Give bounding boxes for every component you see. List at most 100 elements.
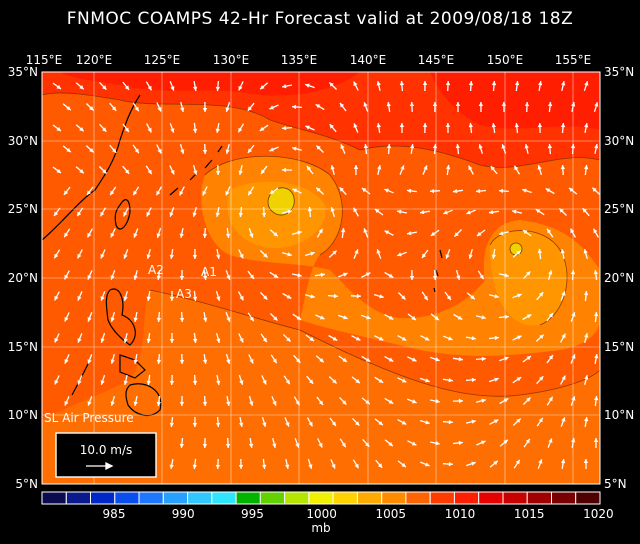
- latitude-label-left: 5°N: [15, 477, 38, 491]
- wind-arrow: [468, 80, 474, 92]
- wind-arrow: [202, 354, 208, 364]
- wind-arrow: [123, 249, 129, 259]
- wind-arrow: [225, 144, 230, 154]
- wind-arrow: [593, 102, 599, 112]
- wind-arrow: [247, 102, 255, 112]
- latitude-label-right: 5°N: [604, 477, 627, 491]
- wind-arrow: [399, 80, 405, 92]
- wind-arrow: [314, 272, 325, 278]
- wind-arrow: [100, 333, 106, 343]
- wind-arrow: [444, 291, 452, 301]
- wind-arrow: [409, 269, 415, 281]
- wind-arrow: [122, 123, 130, 133]
- latitude-label-left: 35°N: [8, 65, 38, 79]
- wind-arrow: [87, 354, 93, 364]
- longitude-label: 115°E: [26, 53, 63, 67]
- longitude-label: 125°E: [144, 53, 181, 67]
- wind-arrow: [53, 207, 61, 217]
- wind-arrow: [169, 249, 174, 259]
- wind-arrow: [53, 249, 61, 259]
- wind-arrow: [583, 249, 588, 259]
- wind-arrow: [100, 375, 106, 385]
- wind-arrow: [514, 80, 520, 92]
- wind-arrow: [179, 437, 184, 449]
- wind-vector-field: [52, 80, 601, 470]
- wind-arrow: [491, 80, 497, 92]
- wind-arrow: [305, 251, 315, 257]
- wind-arrow: [475, 188, 486, 194]
- wind-arrow: [77, 333, 83, 343]
- wind-arrow: [328, 334, 338, 342]
- wind-arrow: [315, 103, 325, 111]
- vector-scale-label: 10.0 m/s: [80, 443, 133, 457]
- wind-arrow: [75, 166, 85, 174]
- wind-arrow: [123, 207, 129, 217]
- wind-arrow: [238, 333, 244, 343]
- wind-arrow: [77, 291, 83, 301]
- wind-arrow: [260, 333, 268, 343]
- wind-arrow: [225, 437, 231, 449]
- wind-arrow: [432, 143, 438, 155]
- wind-arrow: [215, 122, 220, 134]
- wind-arrow: [453, 313, 463, 321]
- wind-arrow: [292, 188, 302, 194]
- wind-arrow: [294, 438, 300, 448]
- wind-arrow: [407, 356, 417, 362]
- wind-arrow: [363, 143, 368, 155]
- colorbar-swatch: [332, 491, 358, 505]
- wind-arrow: [179, 186, 185, 196]
- wind-arrow: [145, 81, 153, 91]
- wind-arrow: [512, 376, 522, 384]
- wind-arrow: [315, 355, 325, 363]
- wind-arrow: [338, 355, 348, 363]
- latitude-label-left: 15°N: [8, 340, 38, 354]
- wind-arrow: [491, 123, 496, 133]
- wind-arrow: [261, 417, 267, 427]
- wind-arrow: [304, 294, 315, 299]
- wind-arrow: [353, 249, 359, 259]
- wind-arrow: [420, 461, 430, 467]
- wind-arrow: [419, 210, 431, 215]
- wind-arrow: [260, 291, 268, 301]
- wind-arrow: [316, 228, 324, 238]
- wind-arrow: [169, 332, 175, 344]
- wind-arrow: [489, 419, 499, 425]
- wind-arrow: [169, 290, 175, 302]
- wind-arrow: [522, 355, 532, 363]
- wind-arrow: [499, 439, 509, 447]
- wind-arrow: [374, 418, 384, 426]
- wind-arrow: [465, 336, 477, 341]
- wind-arrow: [237, 123, 245, 133]
- wind-arrow: [216, 374, 221, 386]
- wind-arrow: [63, 228, 71, 238]
- colorbar-swatch: [162, 491, 189, 505]
- wind-arrow: [455, 143, 460, 155]
- wind-arrow: [523, 270, 531, 280]
- wind-arrow: [315, 187, 325, 195]
- wind-arrow: [488, 335, 499, 341]
- wind-arrow: [558, 208, 567, 216]
- wind-arrow: [98, 166, 107, 174]
- wind-arrow: [75, 124, 85, 132]
- wind-arrow: [384, 397, 394, 405]
- wind-arrow: [216, 248, 221, 260]
- wind-arrow: [269, 229, 279, 237]
- wind-arrow: [304, 83, 315, 89]
- wind-arrow: [421, 291, 429, 301]
- wind-arrow: [537, 165, 543, 175]
- wind-arrow: [110, 228, 116, 238]
- wind-arrow: [583, 416, 589, 428]
- wind-arrow: [248, 354, 254, 364]
- wind-arrow: [306, 165, 314, 175]
- wind-arrow: [353, 164, 359, 176]
- wind-arrow: [374, 208, 384, 216]
- wind-arrow: [282, 333, 291, 343]
- wind-arrow: [192, 248, 198, 260]
- wind-arrow: [156, 228, 162, 238]
- wind-arrow: [169, 207, 175, 217]
- field-label: SL Air Pressure: [44, 411, 134, 425]
- wind-arrow: [422, 80, 428, 92]
- wind-arrow: [110, 354, 115, 364]
- wind-arrow: [442, 378, 453, 383]
- wind-arrow: [146, 332, 151, 344]
